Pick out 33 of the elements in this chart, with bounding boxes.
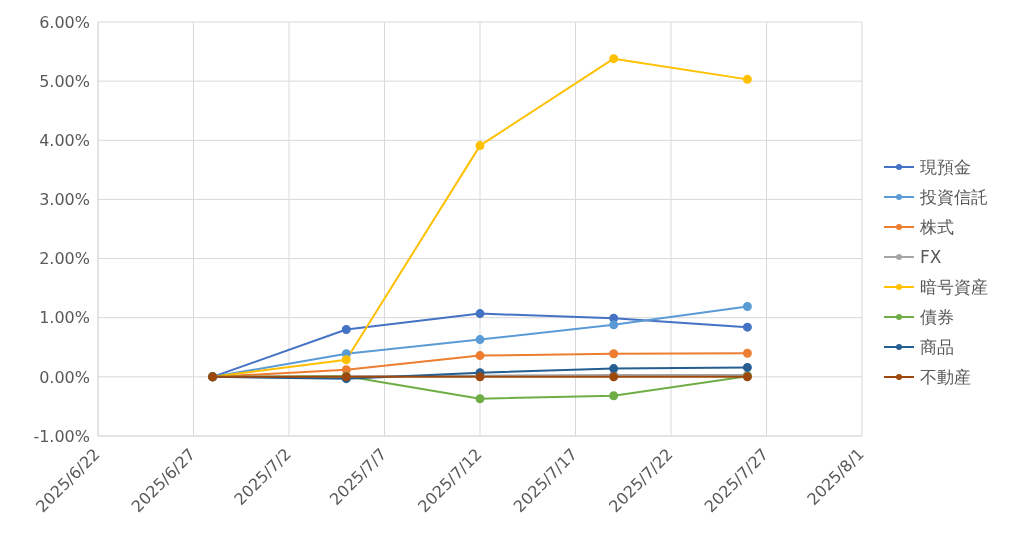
point <box>609 364 619 374</box>
y-tick-label: 1.00% <box>39 308 90 328</box>
point <box>609 391 619 401</box>
y-tick-label: 2.00% <box>39 249 90 269</box>
legend-label: 現預金 <box>920 156 971 179</box>
point <box>341 355 351 365</box>
y-tick-label: 5.00% <box>39 71 90 91</box>
point <box>742 348 752 358</box>
y-tick-label: 3.00% <box>39 190 90 210</box>
point <box>742 74 752 84</box>
legend-label: 不動産 <box>920 366 971 389</box>
legend-label: 商品 <box>920 336 954 359</box>
legend-label: 債券 <box>920 306 954 329</box>
point <box>475 309 485 319</box>
y-tick-label: 6.00% <box>39 12 90 32</box>
y-tick-label: 0.00% <box>39 367 90 387</box>
legend-label: 株式 <box>920 216 954 239</box>
point <box>609 320 619 330</box>
legend-label: 暗号資産 <box>920 276 988 299</box>
point <box>609 54 619 64</box>
point <box>341 325 351 335</box>
point <box>475 335 485 345</box>
point <box>609 349 619 359</box>
point <box>475 351 485 361</box>
legend-label: 投資信託 <box>920 186 988 209</box>
legend-label: FX <box>920 246 942 269</box>
point <box>475 394 485 404</box>
point <box>475 141 485 151</box>
y-tick-label: -1.00% <box>33 426 90 446</box>
y-tick-label: 4.00% <box>39 130 90 150</box>
point <box>742 362 752 372</box>
point <box>742 301 752 311</box>
point <box>742 322 752 332</box>
